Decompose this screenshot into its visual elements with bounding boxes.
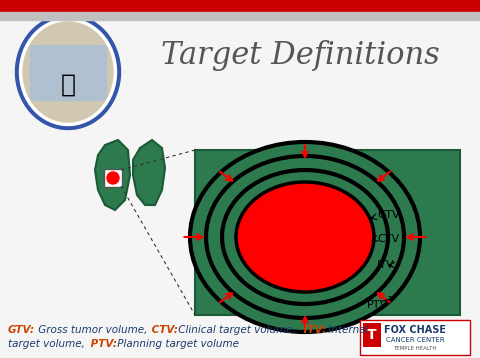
Bar bbox=[0, 0, 480, 12]
Text: Internal: Internal bbox=[325, 325, 369, 335]
Text: Planning target volume: Planning target volume bbox=[114, 339, 239, 349]
Text: FOX CHASE: FOX CHASE bbox=[384, 325, 446, 335]
Text: PTV: PTV bbox=[367, 300, 388, 310]
Text: TEMPLE HEALTH: TEMPLE HEALTH bbox=[393, 347, 437, 352]
Text: GTV: GTV bbox=[377, 210, 400, 220]
Text: target volume,: target volume, bbox=[8, 339, 85, 349]
Text: CTV:: CTV: bbox=[148, 325, 178, 335]
Text: Target Definitions: Target Definitions bbox=[161, 39, 439, 71]
Ellipse shape bbox=[206, 156, 404, 318]
Ellipse shape bbox=[222, 170, 388, 304]
Ellipse shape bbox=[190, 142, 420, 332]
Text: GTV:: GTV: bbox=[8, 325, 35, 335]
Ellipse shape bbox=[20, 19, 117, 126]
Text: 🏢: 🏢 bbox=[60, 73, 75, 97]
Circle shape bbox=[108, 173, 118, 183]
Polygon shape bbox=[95, 140, 130, 210]
Circle shape bbox=[107, 172, 119, 184]
Bar bbox=[104, 169, 122, 187]
Text: CTV: CTV bbox=[377, 234, 399, 244]
Bar bbox=[360, 320, 470, 355]
Ellipse shape bbox=[15, 15, 120, 130]
Text: T: T bbox=[367, 328, 377, 342]
Bar bbox=[195, 150, 460, 315]
Text: ITV: ITV bbox=[377, 260, 395, 270]
Bar bbox=[363, 323, 381, 347]
Ellipse shape bbox=[23, 22, 113, 122]
Bar bbox=[30, 45, 106, 100]
Ellipse shape bbox=[236, 182, 374, 292]
Text: Clinical target volume,: Clinical target volume, bbox=[175, 325, 296, 335]
Text: ITV:: ITV: bbox=[300, 325, 326, 335]
Bar bbox=[0, 12, 480, 20]
Text: PTV:: PTV: bbox=[87, 339, 117, 349]
Polygon shape bbox=[133, 140, 165, 205]
Text: Gross tumor volume,: Gross tumor volume, bbox=[35, 325, 147, 335]
Text: CANCER CENTER: CANCER CENTER bbox=[386, 337, 444, 343]
